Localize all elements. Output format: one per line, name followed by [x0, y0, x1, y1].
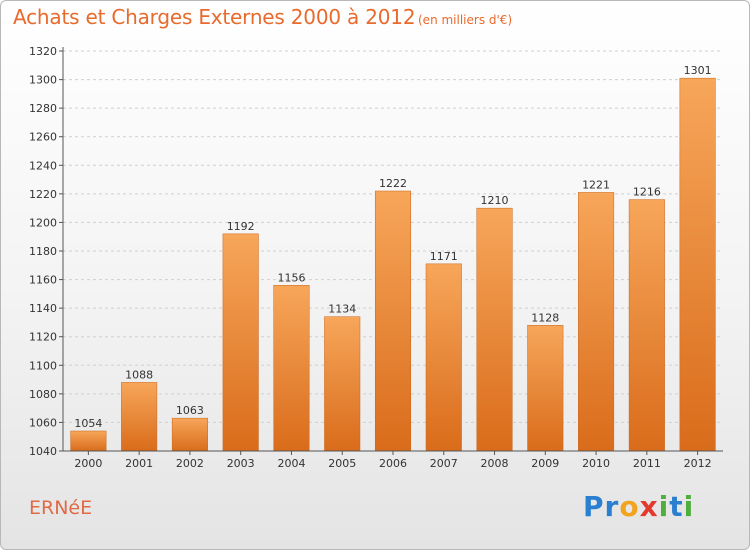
value-label: 1054: [74, 417, 102, 430]
y-tick-label: 1060: [29, 416, 57, 429]
x-tick-label: 2003: [227, 457, 255, 470]
bar-2001: [121, 382, 158, 452]
y-tick-label: 1140: [29, 302, 57, 315]
y-tick-label: 1320: [29, 45, 57, 58]
logo-letter: i: [683, 490, 695, 523]
bar-2007: [425, 263, 462, 452]
y-tick-label: 1260: [29, 131, 57, 144]
place-name: ERNéE: [29, 497, 93, 519]
x-tick-label: 2012: [684, 457, 712, 470]
logo-letter: i: [658, 490, 670, 523]
logo-letter: o: [619, 490, 640, 523]
x-tick-label: 2005: [328, 457, 356, 470]
logo-letter: x: [639, 490, 659, 523]
value-label: 1134: [328, 303, 356, 316]
bar-2008: [476, 207, 513, 452]
value-label: 1171: [430, 250, 458, 263]
x-tick-label: 2006: [379, 457, 407, 470]
bar-2009: [527, 325, 564, 452]
x-tick-label: 2001: [125, 457, 153, 470]
y-tick-label: 1300: [29, 74, 57, 87]
value-label: 1222: [379, 177, 407, 190]
x-tick-label: 2009: [531, 457, 559, 470]
value-label: 1128: [531, 311, 559, 324]
bar-2004: [273, 285, 310, 452]
logo-letter: P: [583, 490, 605, 523]
bar-2012: [679, 77, 716, 452]
y-tick-label: 1280: [29, 102, 57, 115]
bar-2003: [222, 233, 259, 452]
y-tick-label: 1080: [29, 388, 57, 401]
x-tick-label: 2011: [633, 457, 661, 470]
y-tick-label: 1220: [29, 188, 57, 201]
value-label: 1192: [227, 220, 255, 233]
bar-2000: [70, 430, 107, 452]
value-label: 1088: [125, 368, 153, 381]
value-label: 1301: [684, 64, 712, 77]
value-label: 1063: [176, 404, 204, 417]
proxiti-logo: Proxiti: [583, 490, 694, 523]
value-label: 1156: [277, 271, 305, 284]
logo-letter: t: [669, 490, 684, 523]
bar-2006: [374, 190, 412, 452]
y-tick-label: 1160: [29, 274, 57, 287]
y-tick-label: 1240: [29, 159, 57, 172]
y-tick-label: 1120: [29, 331, 57, 344]
bar-2010: [578, 192, 615, 452]
x-tick-label: 2000: [74, 457, 102, 470]
bar-2002: [171, 417, 208, 452]
x-tick-label: 2004: [277, 457, 305, 470]
y-tick-label: 1180: [29, 245, 57, 258]
x-tick-label: 2008: [481, 457, 509, 470]
x-tick-label: 2002: [176, 457, 204, 470]
chart-title: Achats et Charges Externes 2000 à 2012: [13, 5, 416, 29]
y-tick-label: 1040: [29, 445, 57, 458]
bar-2005: [324, 316, 361, 452]
y-tick-label: 1100: [29, 359, 57, 372]
value-label: 1210: [481, 194, 509, 207]
bar-2011: [628, 199, 665, 452]
x-tick-label: 2010: [582, 457, 610, 470]
chart-subtitle: (en milliers d'€): [418, 13, 513, 27]
value-label: 1221: [582, 178, 610, 191]
value-label: 1216: [633, 186, 661, 199]
logo-letter: r: [604, 490, 620, 523]
x-tick-label: 2007: [430, 457, 458, 470]
y-tick-label: 1200: [29, 216, 57, 229]
